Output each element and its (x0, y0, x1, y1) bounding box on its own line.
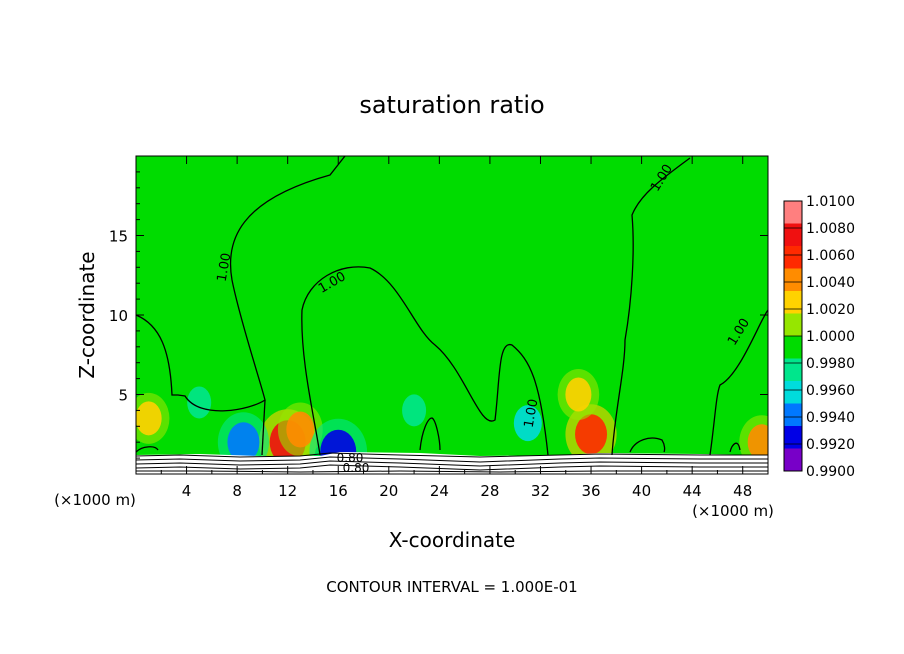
colorbar-swatch (784, 448, 802, 471)
colorbar-swatch (784, 201, 802, 224)
colorbar-swatch (784, 268, 802, 291)
terrain-line (136, 470, 768, 473)
colorbar-label: 1.0080 (806, 221, 855, 237)
contour-line (611, 157, 691, 456)
terrain-line (136, 456, 768, 463)
contour-line (136, 446, 159, 453)
x-axis-title: X-coordinate (389, 528, 516, 552)
x-tick-label: 8 (232, 482, 242, 500)
x-tick-label: 28 (480, 482, 499, 500)
y-axis-ticks: 5 10 15 (109, 171, 768, 459)
contour-label: 0.80 (337, 451, 364, 465)
x-tick-label: 20 (379, 482, 398, 500)
colorbar-label: 0.9900 (806, 464, 855, 480)
colorbar-swatch (784, 246, 802, 269)
anomaly-core (747, 424, 768, 461)
anomaly-core (513, 405, 542, 442)
contour-label: 1.00 (215, 252, 235, 283)
colorbar-labels: 1.0100 1.0080 1.0060 1.0040 1.0020 1.0000 0.99… (784, 194, 855, 480)
contour-line (419, 417, 441, 451)
anomaly-core (565, 377, 592, 412)
y-axis-title: Z-coordinate (75, 251, 99, 378)
contour-interval-note: CONTOUR INTERVAL = 1.000E-01 (326, 578, 577, 596)
contour-line (261, 399, 266, 456)
anomaly-core (575, 414, 608, 455)
contour-line (301, 266, 549, 456)
colorbar-label: 1.0060 (806, 248, 855, 264)
colorbar-swatch (784, 381, 802, 404)
x-tick-label: 32 (531, 482, 550, 500)
colorbar-label: 1.0040 (806, 275, 855, 291)
colorbar-swatch (784, 426, 802, 449)
x-unit-label-right: (×1000 m) (692, 502, 774, 520)
colorbar-swatch (784, 291, 802, 314)
contour-line (629, 437, 666, 453)
x-tick-label: 40 (632, 482, 651, 500)
colorbar-swatch (784, 403, 802, 426)
colorbar-swatch (784, 358, 802, 381)
y-tick-label: 5 (118, 387, 128, 405)
chart-title: saturation ratio (359, 91, 544, 119)
contour-label: 1.00 (522, 398, 542, 429)
x-tick-label: 24 (430, 482, 449, 500)
colorbar-label: 0.9920 (806, 437, 855, 453)
contour-label: 0.80 (343, 461, 370, 475)
contour-line (136, 156, 346, 412)
colorbar-label: 0.9980 (806, 356, 855, 372)
colorbar-label: 1.0100 (806, 194, 855, 210)
colorbar-swatch (784, 313, 802, 336)
x-tick-label: 16 (329, 482, 348, 500)
colorbar-swatch (784, 223, 802, 246)
anomaly-core (136, 401, 162, 436)
colorbar-label: 1.0000 (806, 329, 855, 345)
terrain-line (136, 464, 768, 471)
x-tick-label: 44 (683, 482, 702, 500)
x-tick-label: 48 (733, 482, 752, 500)
x-tick-label: 12 (278, 482, 297, 500)
anomaly-core (402, 394, 427, 427)
colorbar-label: 0.9960 (806, 383, 855, 399)
x-tick-label: 4 (182, 482, 192, 500)
colorbar-label: 1.0020 (806, 302, 855, 318)
plot-area: 1.00 1.00 1.00 1.00 1.00 0.80 0.80 (136, 156, 768, 475)
anomaly-core (227, 422, 260, 463)
contour-lines (136, 156, 768, 456)
anomaly-core (187, 386, 212, 419)
x-axis-ticks: 4 8 12 16 20 24 28 32 36 40 44 48 (160, 156, 752, 500)
anomaly-core (286, 411, 315, 448)
colorbar-label: 0.9940 (806, 410, 855, 426)
y-tick-label: 15 (109, 228, 128, 246)
terrain-line (136, 460, 768, 467)
terrain-line (136, 452, 768, 458)
contour-line (709, 309, 768, 456)
colorbar (783, 200, 803, 472)
x-unit-label-left: (×1000 m) (54, 491, 136, 509)
y-tick-label: 10 (109, 307, 128, 325)
colorbar-swatch (784, 336, 802, 359)
contour-line (729, 442, 741, 453)
terrain-contours (136, 452, 768, 473)
x-tick-label: 36 (581, 482, 600, 500)
